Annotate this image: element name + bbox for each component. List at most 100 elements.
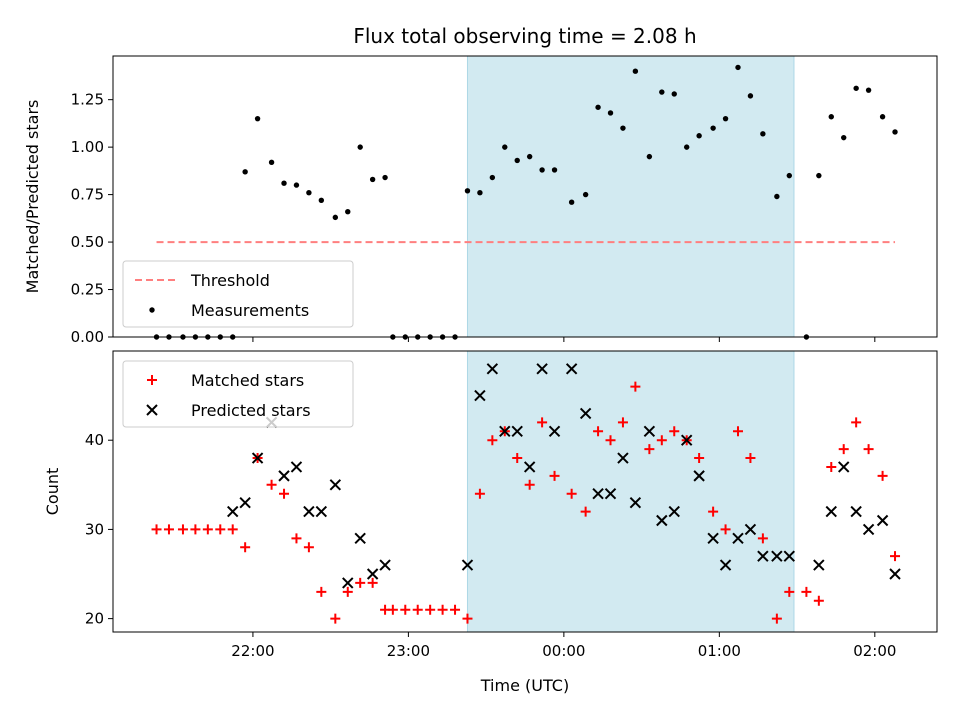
data-point (656, 514, 668, 527)
data-point (536, 363, 548, 375)
data-point (708, 506, 719, 517)
data-point (693, 470, 705, 482)
data-point (683, 144, 690, 150)
data-point (474, 389, 486, 402)
data-point (605, 435, 616, 446)
data-point (278, 470, 290, 482)
data-point (668, 505, 680, 518)
data-point (303, 542, 314, 553)
data-point (582, 191, 589, 198)
data-point (306, 190, 312, 196)
data-point (876, 514, 889, 527)
y-tick-label: 1.25 (71, 91, 104, 109)
data-point (745, 453, 756, 464)
x-tick-label: 23:00 (387, 642, 430, 660)
data-point (551, 167, 558, 173)
data-point (841, 134, 847, 141)
data-point (620, 125, 626, 131)
data-point (461, 559, 474, 571)
data-point (694, 453, 705, 464)
data-point (177, 524, 188, 535)
data-point (523, 461, 536, 473)
x-tick-label: 01:00 (698, 642, 741, 660)
data-point (163, 524, 174, 535)
data-point (487, 435, 498, 446)
data-point (499, 425, 511, 437)
data-point (659, 89, 665, 95)
data-point (710, 125, 716, 131)
y-axis-label: Count (43, 468, 62, 516)
data-point (816, 172, 822, 179)
data-point (357, 144, 363, 150)
data-point (568, 199, 575, 205)
data-point (801, 586, 812, 597)
data-point (604, 488, 617, 500)
data-point (332, 214, 339, 221)
chart-title: Flux total observing time = 2.08 h (353, 24, 696, 48)
data-point (853, 85, 859, 91)
data-point (783, 550, 796, 562)
data-point (680, 434, 693, 446)
y-tick-label: 0.75 (71, 186, 104, 204)
data-point (227, 524, 238, 535)
data-point (565, 363, 578, 375)
data-point (548, 425, 561, 437)
data-point (850, 505, 862, 518)
data-point (450, 604, 461, 615)
data-point (512, 453, 523, 464)
data-point (617, 452, 629, 464)
data-point (890, 551, 901, 562)
data-point (720, 524, 731, 535)
data-point (254, 115, 261, 122)
y-tick-label: 0.50 (71, 233, 104, 251)
y-tick-label: 1.00 (71, 138, 104, 156)
data-point (826, 461, 837, 472)
data-point (190, 524, 201, 535)
data-point (400, 604, 411, 615)
data-point (865, 87, 872, 93)
data-point (566, 488, 577, 499)
data-point (266, 479, 277, 490)
observing-window-span (467, 56, 794, 337)
data-point (744, 523, 757, 536)
data-point (757, 533, 768, 544)
legend-label: Matched stars (191, 371, 304, 390)
data-point (502, 144, 508, 150)
legend-marker (146, 404, 158, 416)
data-point (579, 407, 592, 420)
data-point (345, 208, 351, 215)
legend-label: Measurements (191, 301, 309, 320)
y-tick-label: 0.25 (71, 281, 104, 299)
data-point (330, 613, 341, 624)
data-point (863, 444, 874, 455)
data-point (813, 595, 824, 606)
data-point (202, 524, 213, 535)
legend: Threshold Measurements (122, 260, 354, 328)
data-point (632, 68, 639, 74)
y-axis-label: Matched/Predicted stars (23, 100, 42, 294)
data-point (526, 153, 533, 160)
data-point (656, 435, 667, 446)
data-point (215, 524, 226, 535)
data-point (412, 604, 423, 615)
data-point (851, 417, 862, 428)
legend-marker (147, 375, 157, 385)
data-point (316, 586, 327, 597)
data-point (354, 532, 366, 545)
legend: Matched stars Predicted stars (122, 360, 354, 428)
data-point (838, 444, 849, 455)
data-point (382, 174, 388, 181)
data-point (669, 426, 680, 437)
data-point (462, 613, 473, 624)
y-tick-label: 30 (85, 520, 104, 538)
data-point (877, 470, 888, 481)
data-point (318, 197, 325, 203)
data-point (342, 577, 354, 589)
data-point (646, 153, 653, 160)
data-point (425, 604, 436, 615)
data-point (315, 505, 328, 518)
data-point (242, 169, 248, 175)
data-point (537, 417, 548, 428)
